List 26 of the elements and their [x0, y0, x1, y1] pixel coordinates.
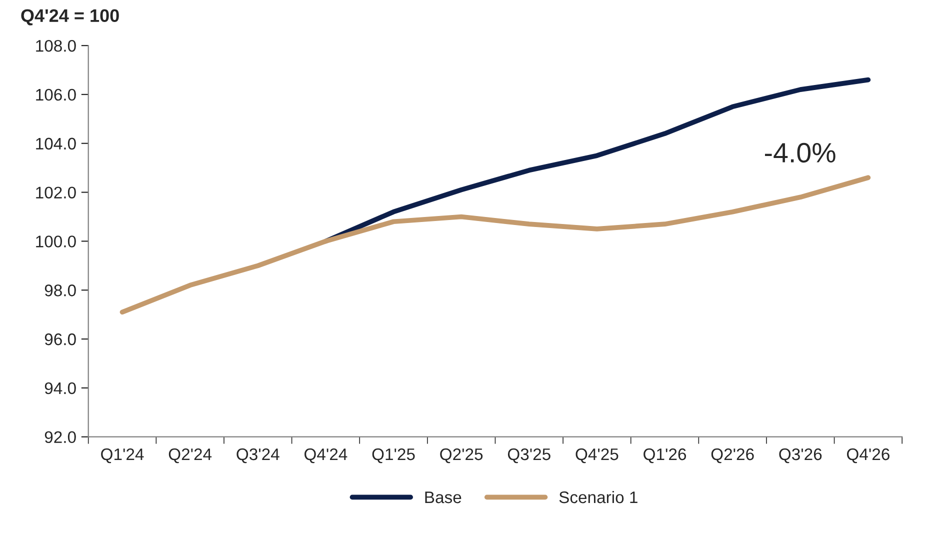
x-tick-label: Q2'24: [168, 448, 212, 464]
x-tick-label: Q4'26: [847, 448, 890, 464]
x-tick-label: Q4'25: [576, 448, 618, 464]
x-tick-label: Q1'26: [644, 448, 686, 464]
legend-label: Scenario 1: [559, 490, 638, 504]
y-tick-label: 102.0: [36, 186, 76, 198]
y-axis-title: Q4'24 = 100: [21, 9, 119, 26]
y-tick-label: 100.0: [36, 236, 76, 248]
x-tick-label: Q2'26: [711, 448, 754, 464]
x-tick-label: Q1'25: [372, 448, 415, 464]
y-tick-label: 104.0: [36, 138, 76, 150]
y-tick-label: 92.0: [44, 431, 76, 444]
annotation: -4.0%: [764, 142, 836, 163]
x-tick-label: Q4'24: [304, 448, 348, 464]
y-tick-label: 106.0: [36, 88, 76, 101]
y-tick-label: 108.0: [36, 40, 76, 52]
x-tick-label: Q3'25: [508, 448, 550, 464]
x-tick-label: Q1'24: [101, 448, 144, 464]
x-tick-label: Q3'26: [779, 448, 822, 464]
y-tick-label: 98.0: [44, 284, 76, 296]
y-tick-label: 94.0: [44, 382, 76, 394]
x-tick-label: Q3'24: [236, 448, 280, 464]
legend-label: Base: [425, 492, 462, 504]
x-tick-label: Q2'25: [440, 448, 483, 464]
line-series: [120, 175, 871, 315]
y-tick-label: 96.0: [44, 333, 76, 346]
